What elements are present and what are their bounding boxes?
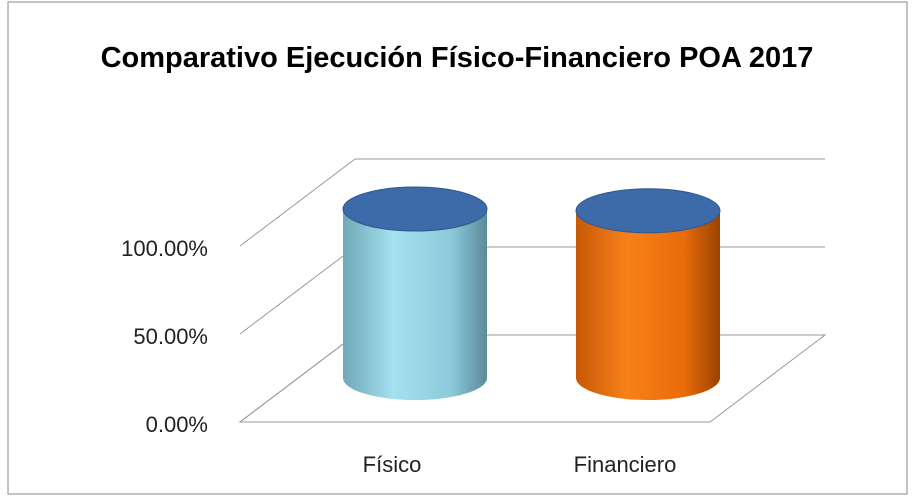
grid-line bbox=[239, 246, 356, 335]
x-tick-label: Financiero bbox=[574, 452, 677, 477]
x-tick-label: Físico bbox=[363, 452, 422, 477]
y-tick-label: 0.00% bbox=[146, 412, 208, 437]
grid-line bbox=[239, 158, 356, 247]
chart-title: Comparativo Ejecución Físico-Financiero … bbox=[100, 42, 814, 74]
grid-line bbox=[239, 334, 356, 423]
cylinder bbox=[343, 209, 487, 400]
floor bbox=[238, 334, 827, 423]
y-tick-label: 50.00% bbox=[133, 324, 208, 349]
chart-border bbox=[7, 1, 908, 495]
cylinder bbox=[576, 210, 720, 400]
cylinder-top bbox=[575, 188, 721, 234]
y-tick-label: 100.00% bbox=[121, 236, 208, 261]
cylinder-top bbox=[342, 186, 488, 232]
